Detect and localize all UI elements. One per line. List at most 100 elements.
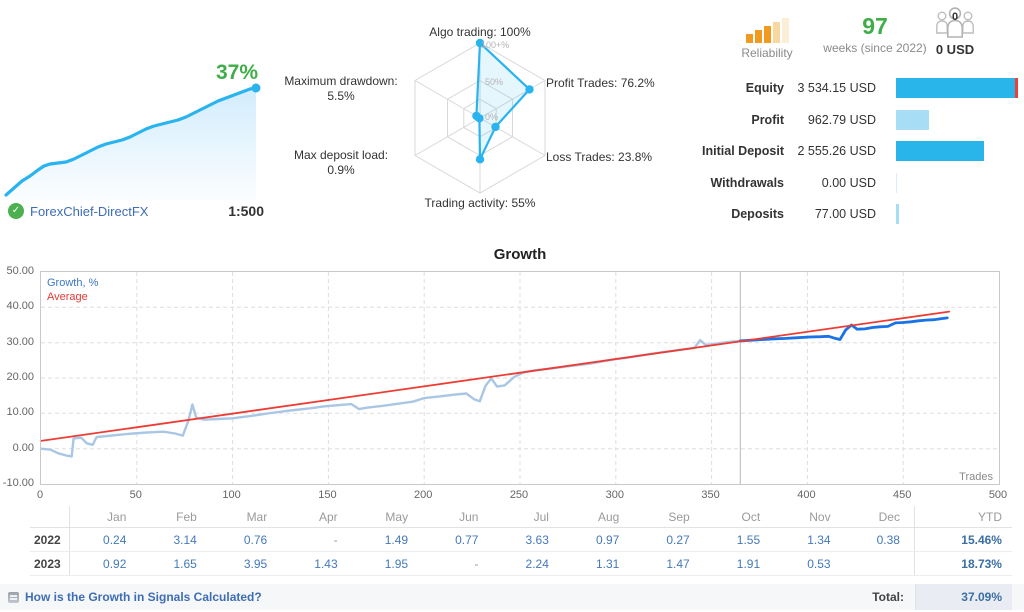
stat-bar [896, 172, 897, 193]
subscribers-funds: 0 USD [935, 42, 975, 57]
x-axis-tick-label: 450 [893, 489, 912, 501]
monthly-growth-cell: 0.76 [210, 528, 282, 552]
subscribers-people-icon: 0 [933, 4, 977, 40]
stat-bar [896, 141, 985, 161]
radar-ring-label-50: 50% [485, 77, 504, 87]
y-axis-tick-label: -10.00 [2, 477, 34, 489]
column-header-nov: Nov [774, 506, 845, 528]
monthly-growth-cell: - [422, 552, 493, 576]
y-axis-tick-label: 30.00 [6, 335, 34, 348]
stat-bar [896, 109, 930, 130]
radar-label-algo-trading: Algo trading: 100% [429, 25, 531, 39]
growth-line-chart [41, 272, 999, 484]
radar-label-loss-trades: Loss Trades: 23.8% [546, 150, 653, 164]
monthly-growth-cell: 1.43 [281, 552, 352, 576]
column-header-jul: Jul [492, 506, 563, 528]
radar-label-profit-trades: Profit Trades: 76.2% [546, 76, 655, 90]
column-header-ytd: YTD [914, 506, 1012, 528]
y-axis-tick-label: 40.00 [6, 300, 34, 313]
stat-label: Withdrawals [710, 175, 784, 190]
help-icon [8, 592, 19, 603]
stat-value: 77.00 USD [814, 207, 876, 221]
x-axis-tick-label: 500 [988, 489, 1008, 501]
radar-label-max-drawdown: Maximum drawdown: 5.5% [270, 74, 412, 104]
weeks-count: 97 [862, 13, 888, 39]
column-header-apr: Apr [281, 506, 352, 528]
monthly-growth-cell: 1.95 [351, 552, 423, 576]
stat-row: Initial Deposit 2 555.26 USD [698, 141, 1020, 161]
radar-grid-spoke [479, 117, 546, 156]
monthly-growth-cell: 1.49 [351, 528, 423, 552]
total-label: Total: [872, 590, 904, 604]
radar-data-point [475, 155, 485, 164]
growth-sparkline [4, 83, 261, 200]
year-label: 2023 [30, 552, 70, 576]
monthly-growth-cell: 0.97 [562, 528, 634, 552]
radar-ring-label-0: 0% [485, 112, 499, 122]
table-corner-cell [30, 506, 70, 528]
monthly-growth-cell: 0.24 [70, 528, 141, 552]
sparkline-line [4, 86, 258, 197]
reliability-bar [772, 22, 780, 43]
radar-label-max-deposit-load-name: Max deposit load: [293, 148, 389, 162]
weeks-caption: weeks (since 2022) [823, 41, 927, 55]
chart-legend: Growth, % Average [47, 276, 98, 304]
reliability-bar [781, 18, 789, 43]
sparkline-area [6, 88, 256, 200]
x-axis-title: Trades [959, 471, 993, 483]
x-axis-tick-label: 400 [797, 489, 816, 501]
column-header-mar: Mar [210, 506, 282, 528]
radar-label-max-deposit-load: Max deposit load: 0.9% [270, 148, 412, 178]
stat-bar-track [896, 78, 1018, 98]
people-icon [936, 7, 974, 38]
column-header-aug: Aug [562, 506, 634, 528]
account-stats-list: Equity 3 534.15 USD Profit 962.79 USD Initia… [698, 78, 1020, 236]
column-header-jan: Jan [70, 506, 141, 528]
x-axis-tick-label: 200 [414, 489, 433, 501]
signal-identity-row: ✓ ForexChief-DirectFX 1:500 [8, 203, 264, 219]
x-axis-tick-label: 100 [222, 489, 241, 501]
weeks-summary: 97 weeks (since 2022) [815, 14, 935, 55]
signal-name-link[interactable]: ForexChief-DirectFX [30, 203, 149, 219]
x-axis-tick-label: 250 [509, 489, 529, 501]
monthly-growth-table: Jan Feb Mar Apr May Jun Jul Aug Sep Oct Nov Dec YTD 2… [30, 506, 1012, 576]
stat-value: 962.79 USD [807, 112, 876, 127]
y-axis-tick-label: 10.00 [6, 406, 34, 419]
monthly-growth-cell: 3.95 [210, 552, 282, 576]
stat-bar [896, 78, 1018, 98]
monthly-growth-cell: 1.91 [703, 552, 775, 576]
radar-grid-spoke [414, 117, 481, 156]
x-axis-tick-label: 350 [701, 489, 720, 501]
radar-label-max-drawdown-value: 5.5% [327, 89, 355, 103]
column-header-may: May [351, 506, 423, 528]
radar-data-point [491, 122, 500, 132]
metrics-radar-chart [414, 38, 546, 194]
radar-data-point [472, 111, 481, 121]
stat-bar-track [896, 141, 1018, 161]
x-axis-tick-label: 50 [129, 489, 142, 501]
stat-label: Initial Deposit [702, 144, 784, 158]
stat-label: Deposits [731, 207, 784, 221]
reliability-bar [754, 30, 762, 43]
stat-bar-track [896, 109, 1018, 130]
monthly-growth-cell: 0.53 [774, 552, 845, 576]
x-axis-tick-label: 300 [605, 489, 624, 501]
column-header-sep: Sep [633, 506, 704, 528]
stat-row: Profit 962.79 USD [698, 109, 1020, 130]
radar-data-point [475, 38, 485, 48]
chart-title: Growth [493, 246, 547, 263]
growth-help-link[interactable]: How is the Growth in Signals Calculated? [25, 590, 262, 604]
column-header-dec: Dec [844, 506, 915, 528]
monthly-growth-cell: 1.47 [633, 552, 704, 576]
reliability-indicator: Reliability [722, 17, 812, 60]
stat-row: Equity 3 534.15 USD [698, 78, 1020, 98]
stat-value: 3 534.15 USD [797, 81, 876, 95]
monthly-growth-cell: 1.31 [562, 552, 634, 576]
subscribers-count: 0 [951, 11, 959, 23]
monthly-growth-cell: 3.63 [492, 528, 563, 552]
monthly-growth-cell: 0.38 [844, 528, 915, 552]
legend-growth-series: Growth, % [47, 277, 99, 289]
monthly-growth-cell: 1.55 [703, 528, 775, 552]
chart-plot-area: Growth, % Average Trades [40, 271, 1000, 485]
x-axis-tick-label: 150 [318, 489, 337, 501]
